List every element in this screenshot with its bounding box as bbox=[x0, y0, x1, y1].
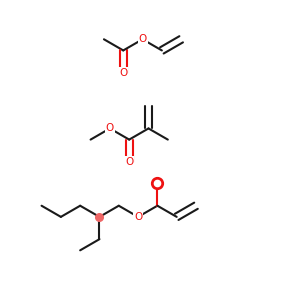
Text: O: O bbox=[119, 68, 128, 78]
Text: O: O bbox=[138, 34, 147, 44]
Text: O: O bbox=[106, 124, 114, 134]
Text: O: O bbox=[134, 212, 142, 222]
Text: O: O bbox=[125, 157, 133, 167]
